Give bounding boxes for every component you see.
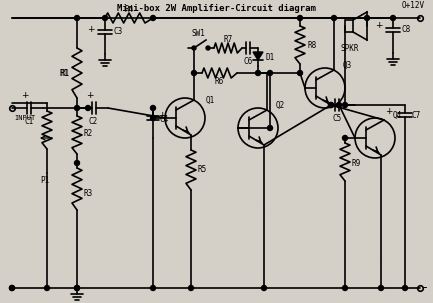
Circle shape	[268, 125, 272, 131]
Circle shape	[74, 105, 80, 111]
Text: C1: C1	[24, 117, 34, 126]
Circle shape	[365, 15, 369, 21]
Circle shape	[192, 46, 196, 50]
Text: R9: R9	[351, 159, 360, 168]
Text: C3: C3	[113, 28, 122, 36]
Circle shape	[332, 15, 336, 21]
Circle shape	[10, 285, 14, 291]
Circle shape	[151, 115, 155, 121]
Text: +: +	[375, 22, 383, 31]
Circle shape	[268, 71, 272, 75]
Text: R1: R1	[61, 68, 70, 78]
Circle shape	[74, 285, 80, 291]
Circle shape	[10, 285, 14, 291]
Text: Q4: Q4	[393, 111, 402, 120]
Circle shape	[188, 285, 194, 291]
Circle shape	[255, 71, 261, 75]
Text: SPKR: SPKR	[341, 44, 359, 53]
Circle shape	[297, 71, 303, 75]
Text: C8: C8	[401, 25, 410, 35]
Text: +: +	[86, 91, 94, 100]
Circle shape	[262, 285, 266, 291]
Text: INPUT: INPUT	[14, 115, 35, 121]
Circle shape	[206, 46, 210, 50]
Text: +: +	[87, 25, 95, 34]
Circle shape	[336, 102, 342, 108]
Text: C6: C6	[243, 57, 252, 66]
Text: Q1: Q1	[206, 96, 215, 105]
Circle shape	[343, 102, 348, 108]
Text: D1: D1	[265, 52, 274, 62]
Circle shape	[85, 105, 90, 111]
Text: C5: C5	[333, 114, 342, 123]
Text: Q3: Q3	[343, 61, 352, 70]
Circle shape	[151, 15, 155, 21]
Circle shape	[297, 15, 303, 21]
Circle shape	[151, 285, 155, 291]
Text: R4: R4	[124, 5, 134, 15]
Circle shape	[391, 15, 395, 21]
Text: C4: C4	[159, 115, 168, 124]
Text: R5: R5	[198, 165, 207, 175]
Text: R7: R7	[223, 35, 233, 45]
Text: R1: R1	[60, 68, 69, 78]
Circle shape	[74, 285, 80, 291]
Circle shape	[403, 285, 407, 291]
Circle shape	[343, 285, 348, 291]
Circle shape	[191, 71, 197, 75]
Circle shape	[103, 15, 107, 21]
Circle shape	[45, 285, 49, 291]
Circle shape	[329, 102, 333, 108]
Text: C7: C7	[411, 111, 420, 119]
Text: O+12V: O+12V	[402, 1, 425, 10]
Circle shape	[329, 102, 333, 108]
Text: SW1: SW1	[191, 29, 205, 38]
Text: Q2: Q2	[276, 101, 285, 110]
Text: R6: R6	[215, 76, 224, 85]
Text: Mini-box 2W Amplifier-Circuit diagram: Mini-box 2W Amplifier-Circuit diagram	[116, 4, 315, 13]
Text: R2: R2	[84, 128, 93, 138]
Text: +: +	[21, 91, 29, 100]
Circle shape	[74, 15, 80, 21]
Text: -: -	[422, 281, 427, 295]
Text: P1: P1	[40, 176, 50, 185]
Text: R3: R3	[84, 188, 93, 198]
Circle shape	[378, 285, 384, 291]
Circle shape	[74, 161, 80, 165]
Circle shape	[151, 105, 155, 111]
Circle shape	[343, 135, 348, 141]
Text: C2: C2	[88, 117, 97, 126]
Polygon shape	[253, 52, 263, 60]
Text: +: +	[385, 106, 393, 115]
Text: +: +	[158, 111, 165, 119]
Text: R8: R8	[307, 42, 316, 51]
